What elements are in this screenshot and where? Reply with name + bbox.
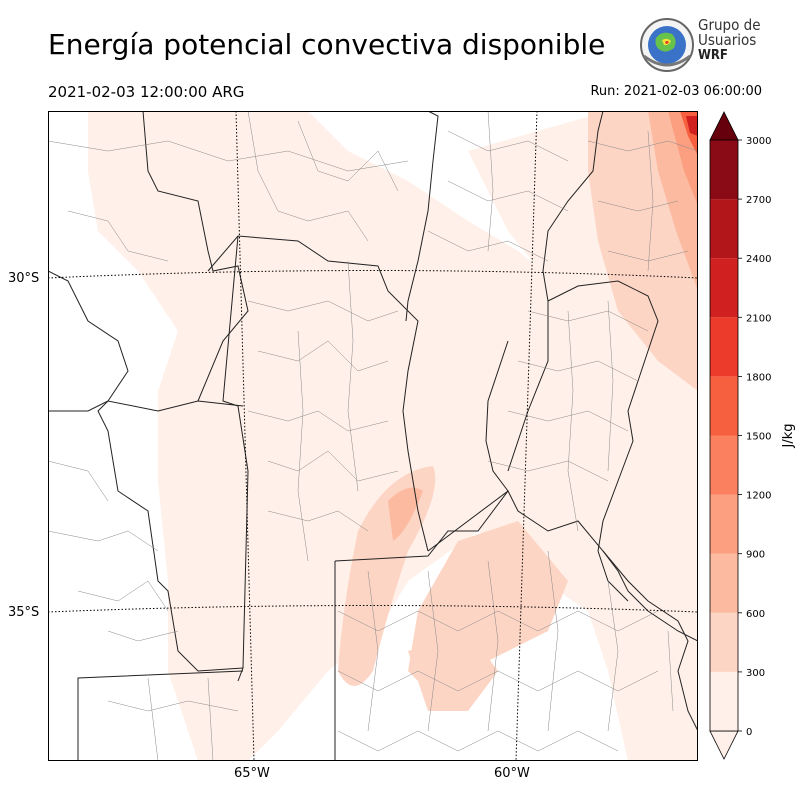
cape-shading: [88, 111, 698, 761]
logo-line2: Usuarios: [698, 31, 757, 49]
valid-time: 2021-02-03 12:00:00 ARG: [48, 83, 245, 101]
cape-map: [48, 111, 698, 761]
colorbar-tick-label: 1500: [746, 432, 771, 443]
colorbar-extend-low: [709, 730, 739, 760]
coastline: [602, 550, 698, 732]
colorbar-tick-label: 900: [746, 550, 765, 561]
run-time: Run: 2021-02-03 06:00:00: [590, 84, 762, 99]
colorbar-unit-label: J/kg: [781, 424, 796, 449]
colorbar-segment: [710, 199, 738, 259]
colorbar-segment: [710, 317, 738, 377]
colorbar-segment: [710, 671, 738, 731]
colorbar-tick-label: 600: [746, 609, 765, 620]
colorbar-tick-label: 0: [746, 727, 752, 738]
colorbar-extend-high: [709, 111, 739, 141]
colorbar-tick-label: 2400: [746, 254, 771, 265]
colorbar-tick-label: 1200: [746, 491, 771, 502]
colorbar-segment: [710, 553, 738, 613]
colorbar-tick-label: 300: [746, 668, 765, 679]
colorbar-tick-label: 2100: [746, 313, 771, 324]
grupo-usuarios-wrf-logo: Grupo de Usuarios WRF: [638, 16, 768, 74]
map-title: Energía potencial convectiva disponible: [48, 28, 606, 61]
province-boundaries: [48, 111, 698, 761]
colorbar-tick-label: 3000: [746, 136, 771, 147]
colorbar-segment: [710, 612, 738, 672]
graticule: [48, 111, 698, 761]
colorbar-tick-label: 2700: [746, 195, 771, 206]
colorbar-segment: [710, 376, 738, 436]
globe-icon: [640, 18, 694, 72]
logo-line3: WRF: [698, 48, 728, 63]
colorbar-segment: [710, 140, 738, 200]
colorbar-segment: [710, 435, 738, 495]
logo-line1: Grupo de: [698, 16, 761, 34]
lon-label-60w: 60°W: [494, 766, 530, 781]
lat-label-30s: 30°S: [8, 271, 40, 286]
lat-label-35s: 35°S: [8, 605, 40, 620]
department-boundaries: [48, 111, 698, 761]
lon-label-65w: 65°W: [234, 766, 270, 781]
map-frame: [48, 111, 698, 761]
colorbar-segment: [710, 258, 738, 318]
colorbar: 0 300 600 900 1200 1500 1800 2100 2400 2700 3000 J/…: [700, 108, 800, 768]
colorbar-segment: [710, 494, 738, 554]
colorbar-tick-label: 1800: [746, 372, 771, 383]
